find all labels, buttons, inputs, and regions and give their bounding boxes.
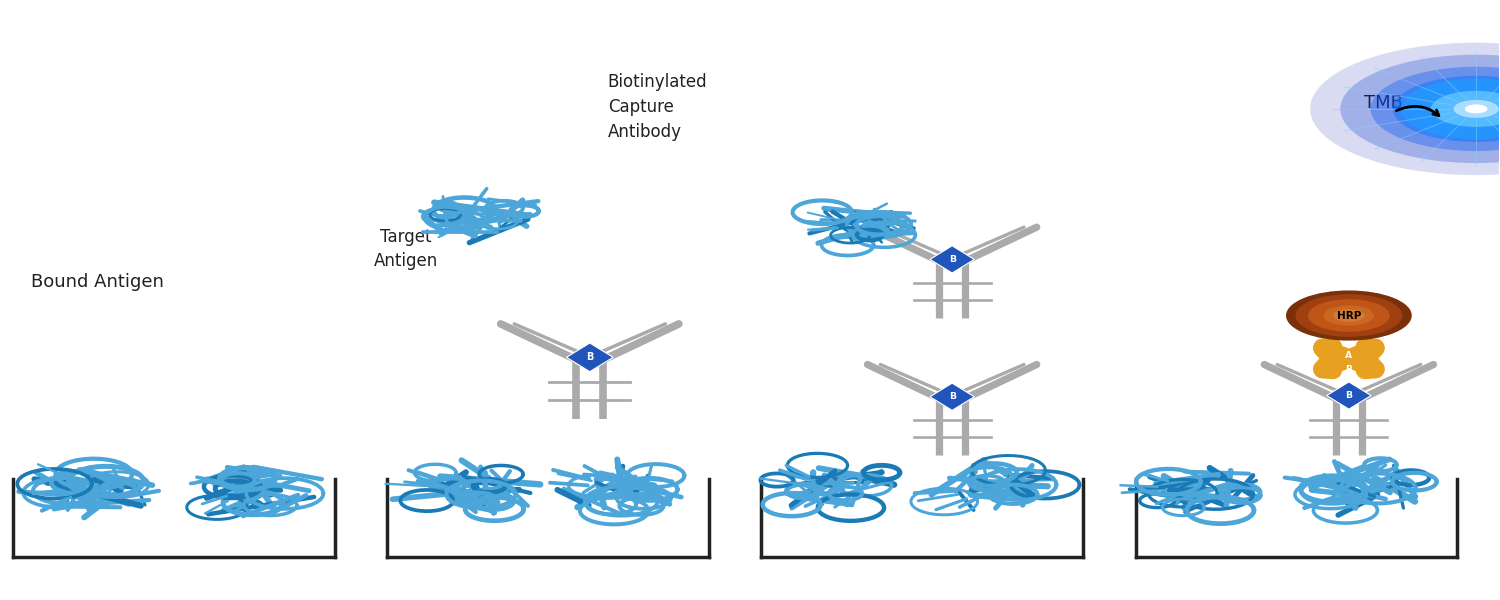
Polygon shape [930,246,975,273]
Circle shape [1466,104,1488,113]
Text: B: B [1346,391,1353,400]
Circle shape [1454,100,1498,118]
Text: Biotinylated
Capture
Antibody: Biotinylated Capture Antibody [608,73,708,141]
Text: B: B [586,352,594,362]
Text: Target
Antigen: Target Antigen [374,229,438,270]
Circle shape [1431,91,1500,127]
Polygon shape [567,343,614,371]
Circle shape [1371,67,1500,151]
Circle shape [1401,79,1500,139]
Circle shape [1334,309,1365,322]
Circle shape [1323,305,1374,326]
Text: TMB: TMB [1364,94,1402,112]
Text: B: B [948,392,956,401]
Circle shape [1286,290,1412,341]
Polygon shape [930,383,975,410]
Text: Bound Antigen: Bound Antigen [32,273,164,291]
Polygon shape [1326,382,1371,409]
Text: HRP: HRP [1336,311,1360,320]
Circle shape [1394,76,1500,142]
Circle shape [1296,294,1402,337]
Circle shape [1310,43,1500,175]
Text: A: A [1346,351,1353,360]
Text: B: B [1346,365,1353,374]
Text: B: B [948,255,956,264]
Circle shape [1341,55,1500,163]
Circle shape [1308,299,1390,332]
